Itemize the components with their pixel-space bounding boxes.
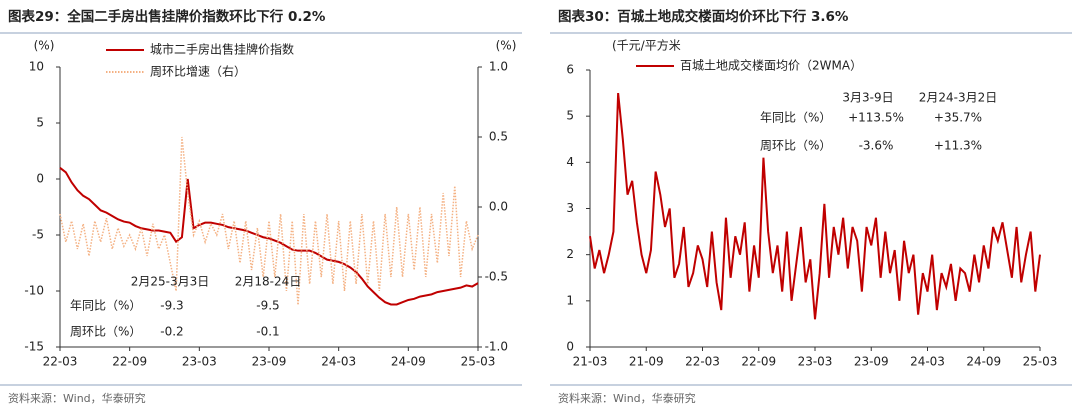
y-tick-label: 5 xyxy=(566,109,574,123)
x-tick-label: 23-03 xyxy=(182,355,217,369)
line-series xyxy=(589,92,1041,320)
legend-label: 城市二手房出售挂牌价指数 xyxy=(150,42,294,57)
source: 资料来源：Wind，华泰研究 xyxy=(8,391,146,405)
annotation-label: 周环比（%） xyxy=(760,139,831,153)
annotation-value: +35.7% xyxy=(934,111,982,125)
line-series xyxy=(59,167,479,306)
x-tick-label: 23-09 xyxy=(854,355,889,369)
x-tick-label: 22-09 xyxy=(112,355,147,369)
x-tick-label: 24-03 xyxy=(910,355,945,369)
legend-label: 周环比增速（右） xyxy=(150,64,246,79)
x-tick-label: 23-03 xyxy=(798,355,833,369)
y-tick-label: 2 xyxy=(566,247,574,261)
y2-tick-label: 0.5 xyxy=(489,130,508,144)
y-tick-label: 3 xyxy=(566,201,574,215)
x-tick-label: 25-03 xyxy=(1023,355,1058,369)
y2-tick-label: 0.0 xyxy=(489,200,508,214)
annotation-header: 2月25-3月3日 xyxy=(131,275,210,289)
annotation-value: -0.1 xyxy=(256,325,279,339)
y2-tick-label: 1.0 xyxy=(489,60,508,74)
y-tick-label: -10 xyxy=(24,284,44,298)
legend-label: 百城土地成交楼面均价（2WMA） xyxy=(680,58,862,73)
annotation-header: 2月18-24日 xyxy=(235,275,302,289)
x-tick-label: 22-03 xyxy=(685,355,720,369)
annotation-value: -9.3 xyxy=(160,299,183,313)
source: 资料来源：Wind，华泰研究 xyxy=(558,391,696,405)
y2-axis-unit: (%) xyxy=(496,39,517,53)
y-tick-label: 0 xyxy=(566,340,574,354)
annotation-header: 3月3-9日 xyxy=(842,91,893,105)
annotation-label: 年同比（%） xyxy=(760,111,831,125)
annotation-value: -3.6% xyxy=(859,139,894,153)
y2-tick-label: -0.5 xyxy=(485,270,508,284)
x-tick-label: 23-09 xyxy=(252,355,287,369)
chart-title: 图表29：全国二手房出售挂牌价指数环比下行 0.2% xyxy=(8,8,326,25)
y-axis-unit: (%) xyxy=(34,39,55,53)
x-tick-label: 24-03 xyxy=(321,355,356,369)
chart-title: 图表30：百城土地成交楼面均价环比下行 3.6% xyxy=(558,8,849,25)
y2-tick-label: -1.0 xyxy=(485,340,508,354)
annotation-label: 周环比（%） xyxy=(70,325,141,339)
y-tick-label: 4 xyxy=(566,155,574,169)
y-tick-label: 0 xyxy=(36,172,44,186)
y-axis-unit: (千元/平方米 xyxy=(612,38,681,53)
annotation-value: -9.5 xyxy=(256,299,279,313)
y-tick-label: -15 xyxy=(24,340,44,354)
y-tick-label: -5 xyxy=(32,228,44,242)
annotation-label: 年同比（%） xyxy=(70,299,141,313)
x-tick-label: 24-09 xyxy=(391,355,426,369)
y-tick-label: 6 xyxy=(566,63,574,77)
y-tick-label: 5 xyxy=(36,116,44,130)
y-tick-label: 10 xyxy=(29,60,44,74)
annotation-value: +113.5% xyxy=(848,111,904,125)
x-tick-label: 21-09 xyxy=(629,355,664,369)
annotation-value: -0.2 xyxy=(160,325,183,339)
annotation-value: +11.3% xyxy=(934,139,982,153)
x-tick-label: 25-03 xyxy=(461,355,496,369)
x-tick-label: 22-03 xyxy=(43,355,78,369)
x-tick-label: 21-03 xyxy=(573,355,608,369)
x-tick-label: 24-09 xyxy=(966,355,1001,369)
line-series xyxy=(59,136,479,306)
x-tick-label: 22-09 xyxy=(741,355,776,369)
y-tick-label: 1 xyxy=(566,293,574,307)
annotation-header: 2月24-3月2日 xyxy=(919,91,998,105)
